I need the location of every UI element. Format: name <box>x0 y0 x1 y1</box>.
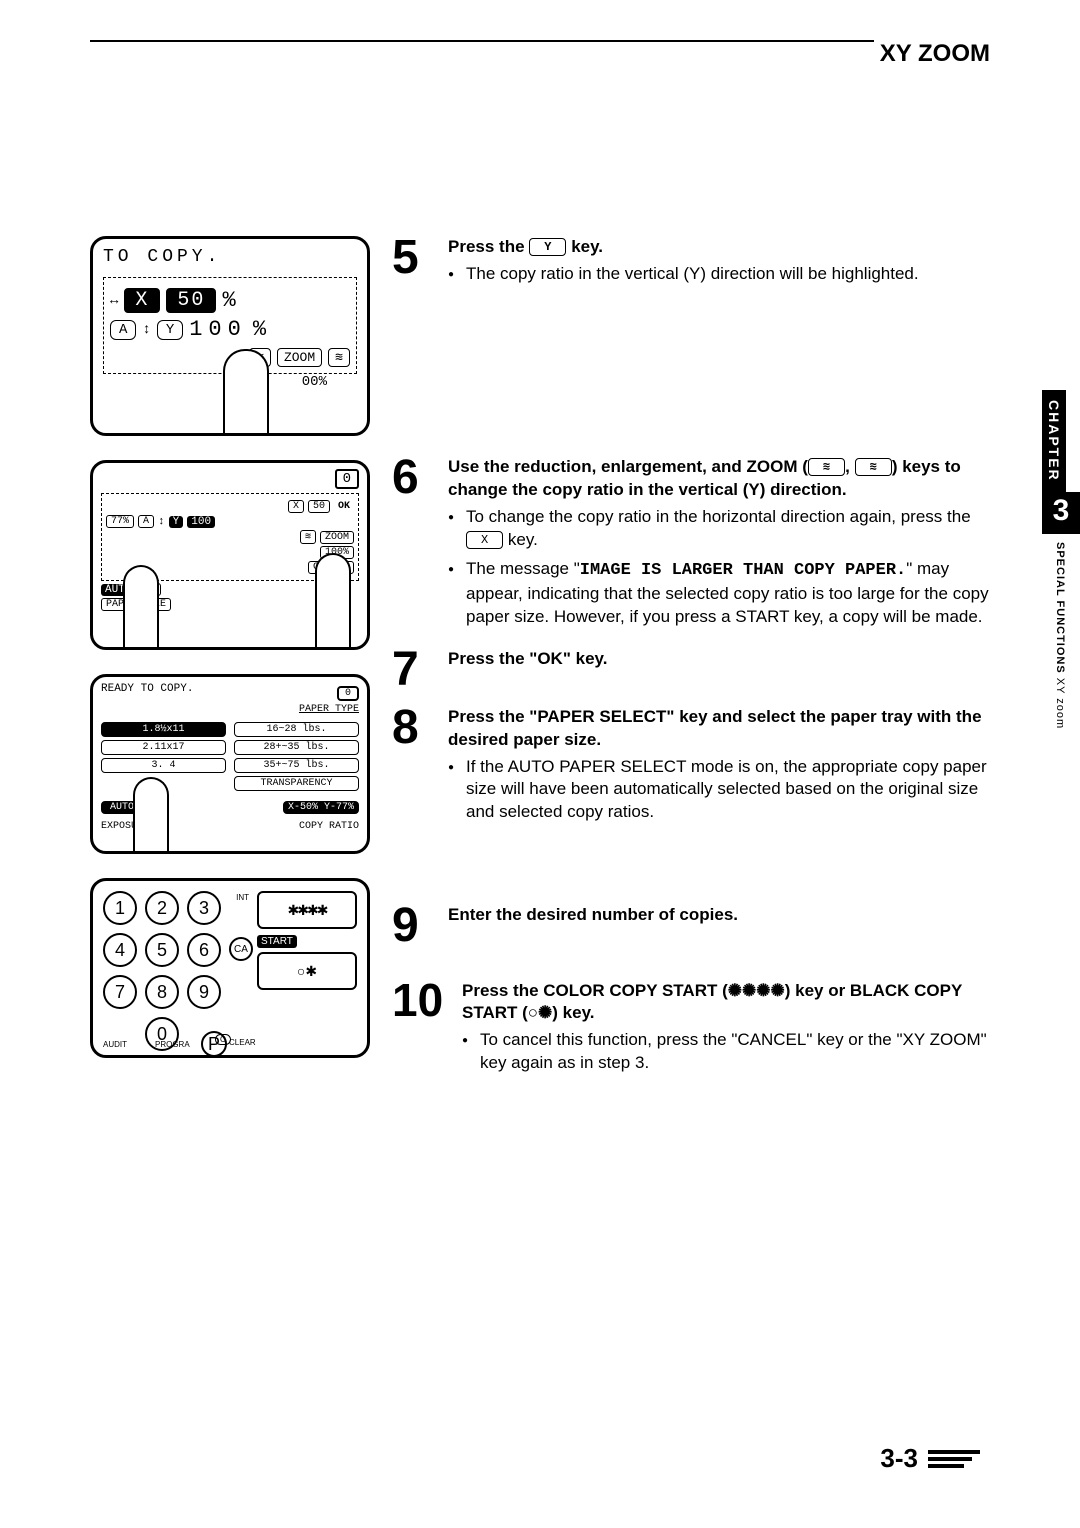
arrow-h-icon: ↔ <box>110 293 118 309</box>
finger-icon <box>315 553 351 650</box>
warning-message: IMAGE IS LARGER THAN COPY PAPER. <box>580 561 906 580</box>
ready: READY TO COPY. <box>101 683 193 704</box>
black-start: ○✱ <box>257 952 357 990</box>
x-value: 50 <box>166 288 216 313</box>
paper-type: PAPER TYPE <box>101 704 359 715</box>
zoom-down-inline: ≋ <box>808 458 845 476</box>
seventyseven: 77% <box>106 515 134 528</box>
ok-btn: OK <box>334 501 354 512</box>
finger-icon <box>123 565 159 650</box>
section-label: SPECIAL FUNCTIONS XY zoom <box>1042 534 1066 729</box>
page-number: 3-3 <box>880 1443 918 1474</box>
xv2: 50 <box>308 500 330 513</box>
illustrations-column: TO COPY. ↔ X 50 % A ↕ Y 100 % <box>90 236 370 1095</box>
key-4: 4 <box>103 933 137 967</box>
step-number: 8 <box>392 706 448 831</box>
y-label: Y <box>157 320 183 340</box>
step-8-bullet: If the AUTO PAPER SELECT mode is on, the… <box>448 756 990 825</box>
step-8: 8 Press the "PAPER SELECT" key and selec… <box>392 706 990 831</box>
y-value: 100 <box>189 317 247 342</box>
step-number: 6 <box>392 456 448 635</box>
step-number: 9 <box>392 904 448 947</box>
lcd-panel-1: TO COPY. ↔ X 50 % A ↕ Y 100 % <box>90 236 370 436</box>
step-6-head: Use the reduction, enlargement, and ZOOM… <box>448 456 990 502</box>
key-7: 7 <box>103 975 137 1009</box>
key-5: 5 <box>145 933 179 967</box>
zoom-up-icon: ≋ <box>328 348 350 367</box>
step-6: 6 Use the reduction, enlargement, and ZO… <box>392 456 990 635</box>
step-7: 7 Press the "OK" key. <box>392 648 990 691</box>
chapter-number: 3 <box>1042 492 1080 534</box>
r1a: 1.8½x11 <box>101 722 226 737</box>
zoom2: ZOOM <box>320 531 354 544</box>
x-label: X <box>124 288 160 313</box>
ca-key: CA <box>229 937 253 961</box>
clear-label: CLEAR <box>229 1038 256 1047</box>
r2a: 2.11x17 <box>101 740 226 755</box>
pct-1: % <box>222 288 241 313</box>
x2: X <box>288 500 304 513</box>
int-label: INT <box>236 893 249 902</box>
counter: 0 <box>335 469 359 489</box>
x-key-inline: X <box>466 531 503 549</box>
lcd1-status: TO COPY. <box>103 247 357 267</box>
header-rule: XY ZOOM <box>90 40 990 76</box>
step-6-bullet-2: The message "IMAGE IS LARGER THAN COPY P… <box>448 558 990 629</box>
r3b: 35+~75 lbs. <box>234 758 359 773</box>
page-title: XY ZOOM <box>874 40 990 68</box>
step-5: 5 Press the Y key. The copy ratio in the… <box>392 236 990 292</box>
copy-ratio: COPY RATIO <box>299 821 359 832</box>
key-2: 2 <box>145 891 179 925</box>
r2b: 28+~35 lbs. <box>234 740 359 755</box>
key-3: 3 <box>187 891 221 925</box>
key-6: 6 <box>187 933 221 967</box>
step-7-head: Press the "OK" key. <box>448 648 990 671</box>
finger-icon <box>223 349 269 436</box>
key-8: 8 <box>145 975 179 1009</box>
steps-column: 5 Press the Y key. The copy ratio in the… <box>370 236 990 1095</box>
y2: Y <box>169 516 184 528</box>
pct-2: % <box>253 317 272 342</box>
lcd-panel-3: READY TO COPY. 0 PAPER TYPE 1.8½x11 2.11… <box>90 674 370 854</box>
r3a: 3. 4 <box>101 758 226 773</box>
transp: TRANSPARENCY <box>234 776 359 791</box>
chapter-label: CHAPTER <box>1042 390 1066 492</box>
y-key-inline: Y <box>529 238 566 256</box>
footer-bars-icon <box>928 1450 980 1468</box>
arrow-v-icon: ↕ <box>142 322 150 338</box>
r1b: 16~28 lbs. <box>234 722 359 737</box>
lcd-panel-2: 0 X 50 OK 77% A↕ Y 100 ≋ZOOM 1 <box>90 460 370 650</box>
step-5-bullet: The copy ratio in the vertical (Y) direc… <box>448 263 990 286</box>
key-9: 9 <box>187 975 221 1009</box>
zero: 0 <box>337 686 359 701</box>
step-10: 10 Press the COLOR COPY START (✺✺✺✺) key… <box>392 980 990 1082</box>
step-5-head: Press the Y key. <box>448 236 990 259</box>
progra-label: PROGRA <box>155 1040 190 1049</box>
key-1: 1 <box>103 891 137 925</box>
step-number: 5 <box>392 236 448 292</box>
step-number: 10 <box>392 980 462 1082</box>
start-label: START <box>257 935 297 948</box>
step-10-head: Press the COLOR COPY START (✺✺✺✺) key or… <box>462 980 990 1026</box>
audit-label: AUDIT <box>103 1040 127 1049</box>
step-9: 9 Enter the desired number of copies. <box>392 904 990 947</box>
step-number: 7 <box>392 648 448 691</box>
zoom-up-inline: ≋ <box>855 458 892 476</box>
step-8-head: Press the "PAPER SELECT" key and select … <box>448 706 990 752</box>
step-6-bullet-1: To change the copy ratio in the horizont… <box>448 506 990 552</box>
p-key: P <box>201 1031 227 1057</box>
chapter-tab: CHAPTER 3 SPECIAL FUNCTIONS XY zoom <box>1042 390 1080 729</box>
page-footer: 3-3 <box>880 1443 980 1474</box>
finger-icon <box>133 777 169 854</box>
step-10-bullet: To cancel this function, press the "CANC… <box>462 1029 990 1075</box>
color-start: ✱✱✱✱ <box>257 891 357 929</box>
keypad-panel: 1 2 3 4 5 6 7 8 9 0 CA INT ✱✱✱✱ START <box>90 878 370 1058</box>
step-9-head: Enter the desired number of copies. <box>448 904 990 927</box>
yv2: 100 <box>187 516 215 528</box>
ratio3: X-50% Y-77% <box>283 801 359 814</box>
zoom-label: ZOOM <box>277 348 322 367</box>
a-icon: A <box>110 320 136 340</box>
